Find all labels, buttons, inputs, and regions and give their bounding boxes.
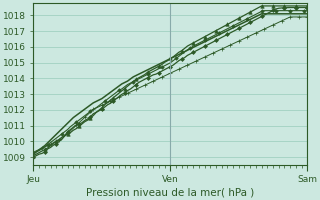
X-axis label: Pression niveau de la mer( hPa ): Pression niveau de la mer( hPa ) [86, 187, 254, 197]
